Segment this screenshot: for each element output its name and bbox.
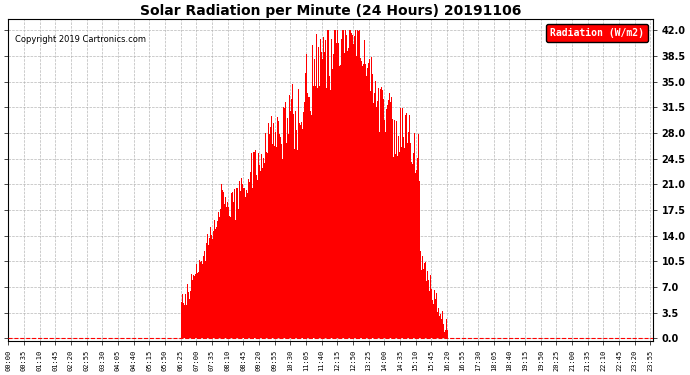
Text: Copyright 2019 Cartronics.com: Copyright 2019 Cartronics.com	[14, 35, 146, 44]
Title: Solar Radiation per Minute (24 Hours) 20191106: Solar Radiation per Minute (24 Hours) 20…	[140, 4, 521, 18]
Legend: Radiation (W/m2): Radiation (W/m2)	[546, 24, 648, 42]
